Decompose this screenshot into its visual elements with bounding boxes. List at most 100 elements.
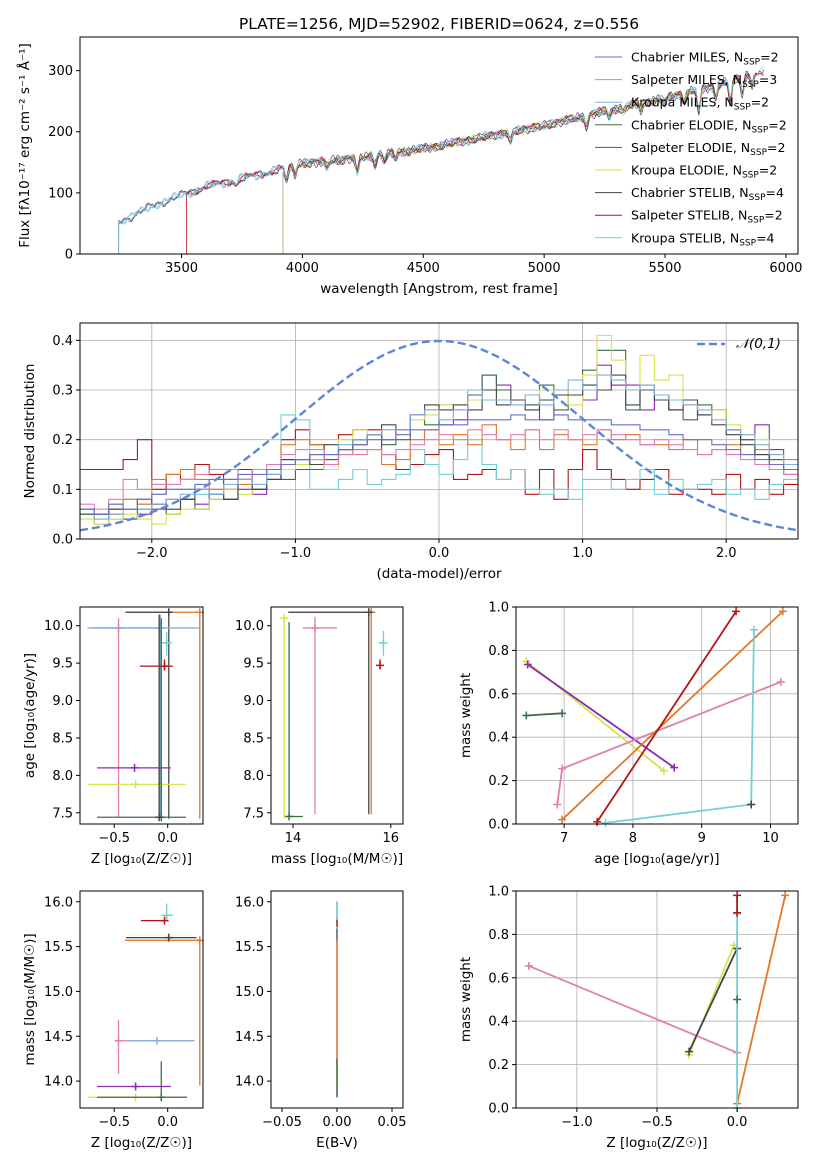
mass-vs-ebv-plot: −0.05 0.00 0.05 14.0 14.5 15.0 15.5 16.0 E(B-V)	[235, 890, 406, 1151]
point-marker	[311, 623, 319, 632]
x-axis-label: E(B-V)	[316, 1135, 358, 1151]
point-marker	[164, 933, 173, 942]
axes-frame: −0.5 0.0 7.5 8.0 8.5 9.0 9.5 10.0 Z [log₁₀(Z/Z☉)…	[22, 606, 204, 867]
spectrum-series-line	[109, 69, 765, 255]
x-axis-label: Z [log₁₀(Z/Z☉)]	[91, 1135, 192, 1151]
y-tick-label: 0.8	[488, 928, 509, 943]
weight-line	[688, 948, 738, 1052]
y-tick-label: 8.0	[52, 769, 73, 784]
y-tick-label: 0.4	[488, 731, 509, 746]
y-axis-label: mass weight	[458, 673, 474, 758]
x-tick-label: 10	[762, 831, 779, 846]
y-tick-label: 7.5	[52, 806, 73, 821]
point-marker	[130, 763, 139, 772]
weight-marker	[670, 763, 679, 772]
mass-weight-vs-age-plot: 7 8 9 10 0.0 0.2 0.4 0.6 0.8 1.0 age [log₁₀(age/yr…	[458, 601, 799, 867]
point-marker	[131, 1082, 140, 1091]
spectrum-series-line	[109, 65, 764, 255]
legend-label-tail: =2	[764, 208, 782, 223]
x-tick-label: 16	[383, 831, 400, 846]
legend-label-tail: =2	[768, 117, 786, 132]
error-bar-point	[161, 903, 174, 922]
x-tick-label: −0.5	[641, 1115, 673, 1130]
y-tick-label: 14.0	[44, 1075, 73, 1090]
y-tick-label: 0.6	[488, 687, 509, 702]
weight-line	[596, 610, 737, 823]
y-tick-label: 10.0	[44, 619, 73, 634]
axes-frame: −1.0 −0.5 0.0 0.0 0.2 0.4 0.6 0.8 1.0 Z [log₁₀(Z/…	[458, 885, 799, 1151]
y-tick-label: 200	[48, 125, 73, 140]
axes-frame: −2.0 −1.0 0.0 1.0 2.0 0.0 0.1 0.2 0.3 0.4 (data-mo…	[22, 322, 799, 582]
y-axis-label: Flux [fλ10⁻¹⁷ erg cm⁻² s⁻¹ Å⁻¹]	[16, 43, 33, 248]
weight-line	[528, 965, 738, 1054]
plot-area	[87, 608, 204, 822]
x-axis-label: age [log₁₀(age/yr)]	[594, 851, 719, 867]
x-tick-label: 0.0	[429, 546, 450, 561]
y-tick-label: 9.0	[52, 694, 73, 709]
x-tick-label: 0.00	[323, 1115, 352, 1130]
y-axis-label: age [log₁₀(age/yr)]	[22, 653, 38, 778]
y-tick-label: 14.5	[235, 1030, 264, 1045]
error-bar-point	[285, 621, 303, 821]
age-vs-metallicity-plot: −0.5 0.0 7.5 8.0 8.5 9.0 9.5 10.0 Z [log₁₀(Z/Z☉)…	[22, 606, 204, 867]
y-tick-label: 0.2	[488, 1058, 509, 1073]
y-tick-label: 14.5	[44, 1030, 73, 1045]
legend-label: Salpeter ELODIE, NSSP=2	[631, 140, 785, 158]
y-axis-label: Normed distribution	[22, 364, 38, 499]
point-marker	[280, 614, 289, 623]
x-tick-label: 0.0	[157, 1115, 178, 1130]
x-tick-label: 1.0	[572, 546, 593, 561]
chart-title: PLATE=1256, MJD=52902, FIBERID=0624, z=0…	[239, 15, 639, 33]
point-marker	[131, 780, 140, 789]
error-bar-point	[127, 1036, 194, 1045]
mass-weight-vs-metallicity-plot: −1.0 −0.5 0.0 0.0 0.2 0.4 0.6 0.8 1.0 Z [log₁₀(Z/…	[458, 885, 799, 1151]
legend-label-tail: =4	[766, 185, 784, 200]
axes-frame: −0.05 0.00 0.05 14.0 14.5 15.0 15.5 16.0 E(B-V)	[235, 890, 406, 1151]
plot-area	[280, 608, 388, 821]
y-tick-label: 0.3	[52, 384, 73, 399]
x-tick-label: 5000	[528, 261, 561, 276]
x-tick-label: 3500	[165, 261, 198, 276]
axes-border	[79, 890, 204, 1109]
weight-marker	[522, 711, 531, 720]
error-bar-point	[139, 659, 174, 671]
plot-area	[524, 891, 790, 1112]
y-tick-label: 15.0	[44, 985, 73, 1000]
weight-marker	[747, 800, 756, 809]
legend-label: 𝒩(0,1)	[736, 336, 781, 352]
y-tick-label: 14.0	[235, 1075, 264, 1090]
weight-marker	[732, 607, 741, 616]
point-marker	[379, 638, 388, 647]
x-tick-label: −1.0	[280, 546, 312, 561]
y-tick-label: 300	[48, 64, 73, 79]
residual-histogram	[79, 429, 798, 510]
point-marker	[164, 608, 173, 617]
legend-label-tail: =4	[756, 230, 774, 245]
point-marker	[285, 812, 294, 821]
axes-border	[270, 606, 404, 825]
legend-label: Chabrier STELIB, NSSP=4	[631, 185, 784, 203]
plot-area	[522, 607, 787, 827]
x-tick-label: −0.5	[98, 1115, 130, 1130]
y-tick-label: 0.2	[52, 433, 73, 448]
spectrum-series-line	[109, 70, 764, 255]
y-tick-label: 0.0	[52, 533, 73, 548]
legend-label: Chabrier ELODIE, NSSP=2	[631, 117, 787, 135]
y-tick-label: 9.5	[52, 657, 73, 672]
y-tick-label: 16.0	[235, 895, 264, 910]
plot-area	[109, 65, 765, 255]
legend-subscript: SSP	[751, 125, 768, 135]
error-bar-point	[125, 933, 197, 942]
error-bar-point	[125, 608, 173, 819]
y-tick-label: 15.5	[44, 940, 73, 955]
y-tick-label: 8.0	[243, 769, 264, 784]
y-tick-label: 1.0	[488, 885, 509, 900]
weight-marker	[776, 677, 785, 686]
error-bar-point	[97, 1061, 187, 1102]
plot-area	[87, 903, 204, 1102]
y-tick-label: 8.5	[243, 731, 264, 746]
error-bar-point	[124, 936, 204, 1086]
y-tick-label: 0	[65, 248, 73, 263]
axes-border	[79, 36, 799, 255]
error-bar-point	[155, 614, 164, 822]
